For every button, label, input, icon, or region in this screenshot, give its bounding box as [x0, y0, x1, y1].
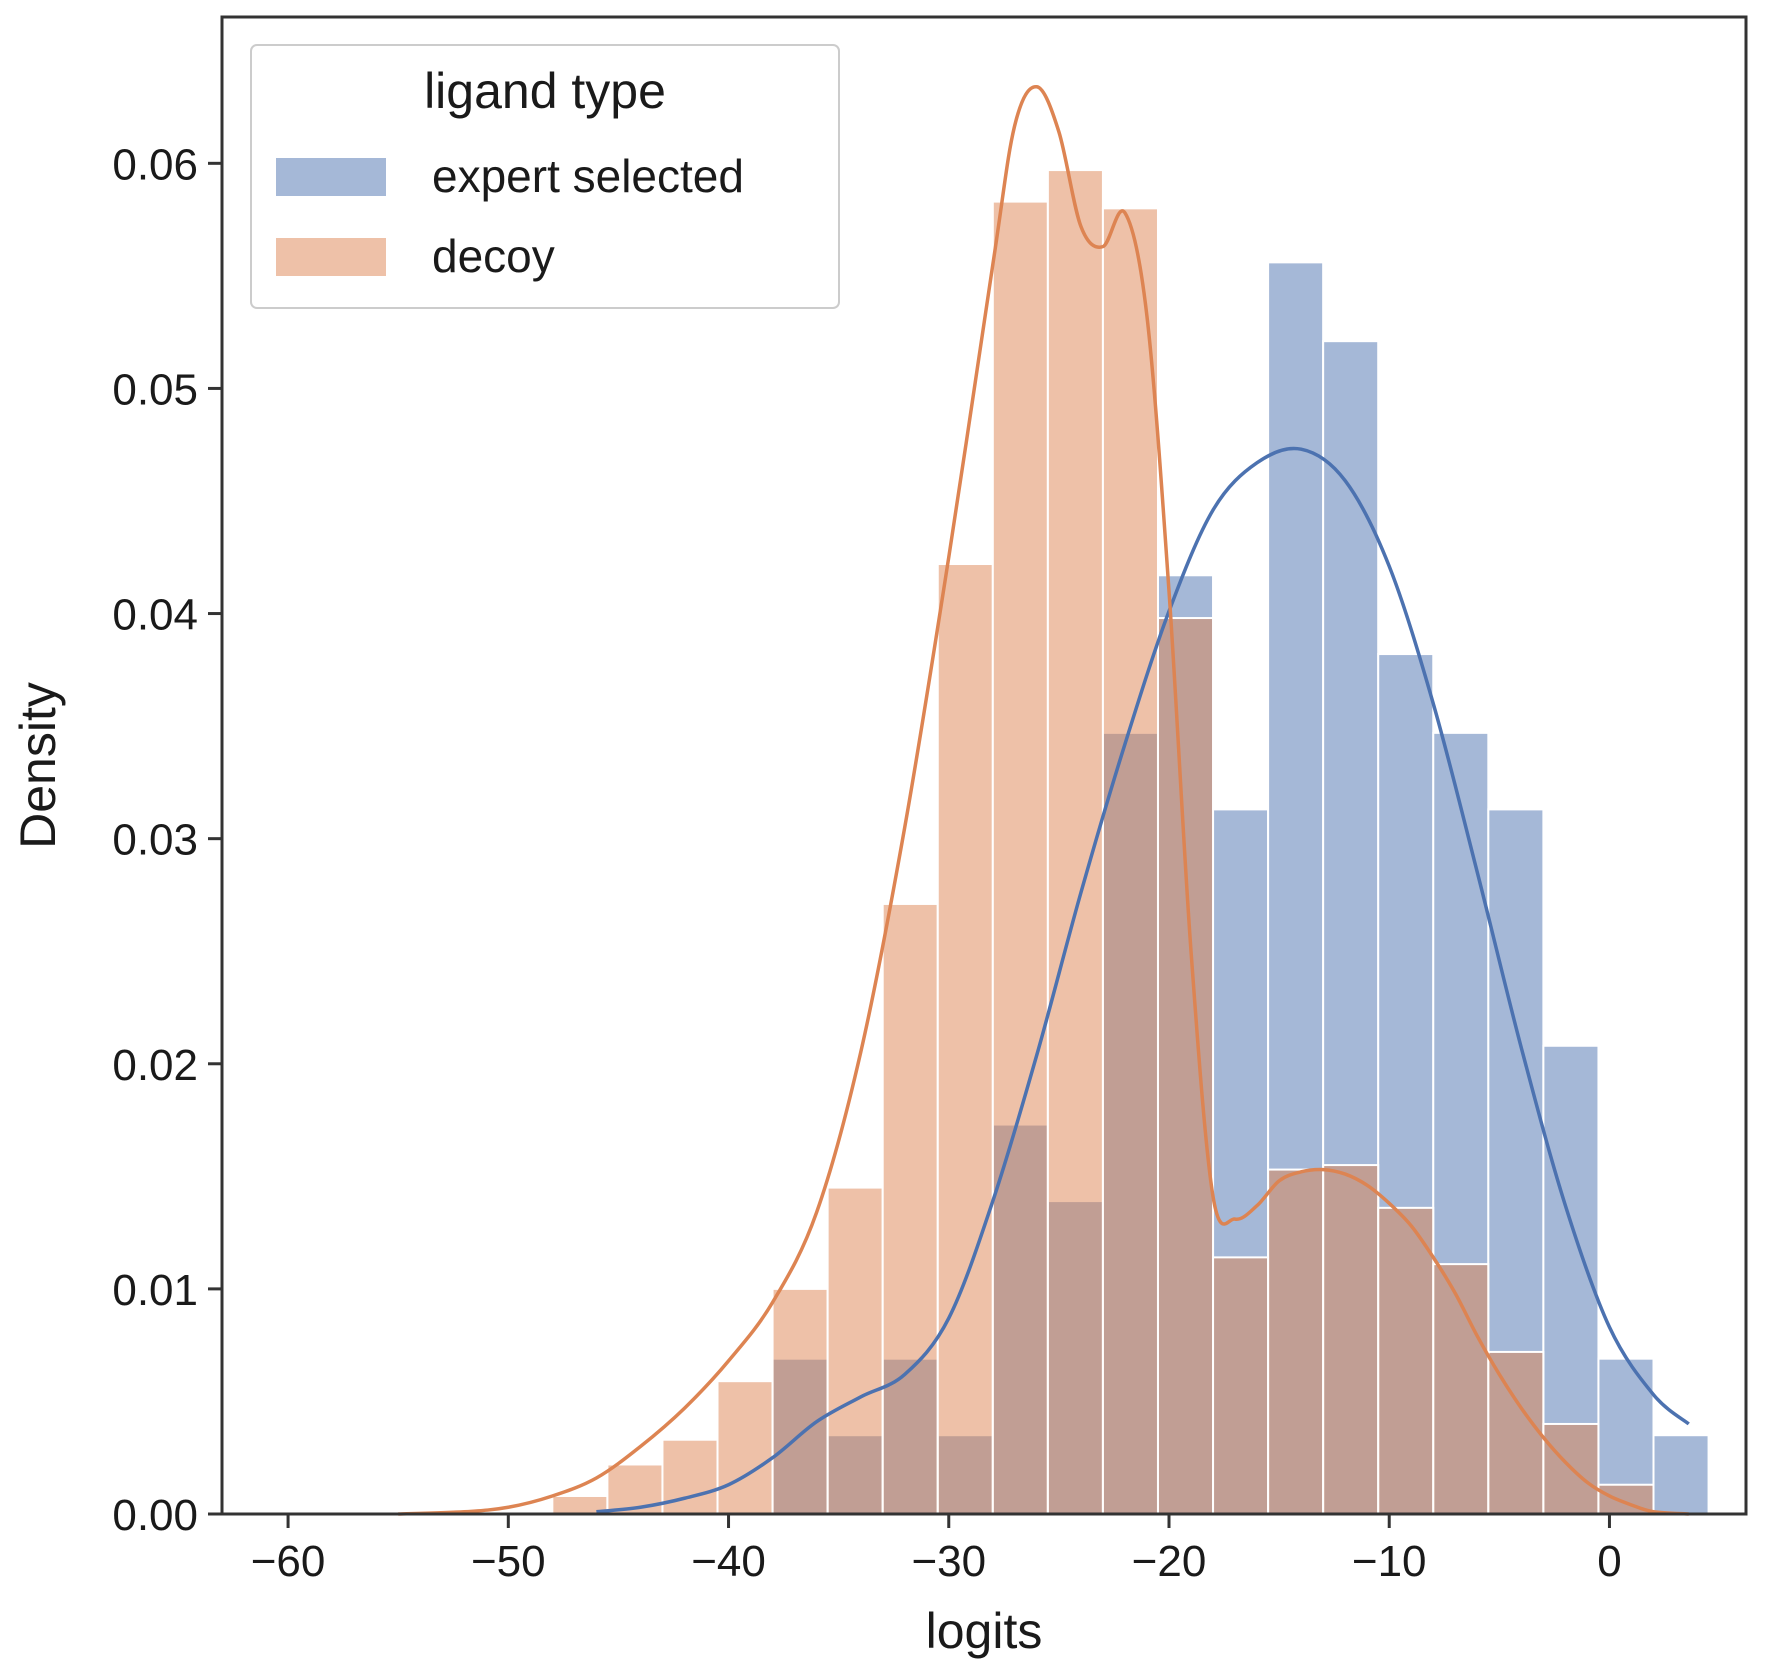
- y-tick-label: 0.02: [112, 1041, 198, 1090]
- legend: ligand type expert selected decoy: [250, 44, 840, 309]
- y-tick-label: 0.06: [112, 140, 198, 189]
- bar-decoy-5: [826, 1186, 884, 1515]
- y-tick-label: 0.00: [112, 1491, 198, 1540]
- x-tick-label: −10: [1352, 1537, 1427, 1586]
- kde-curves: [398, 85, 1690, 1516]
- x-tick-label: 0: [1597, 1537, 1621, 1586]
- bar-decoy-12: [1212, 1256, 1270, 1516]
- plot-frame: [220, 15, 1748, 1516]
- bar-decoy-4: [771, 1287, 829, 1515]
- x-tick-label: −50: [471, 1537, 546, 1586]
- bar-decoy-10: [1101, 207, 1159, 1516]
- x-tick-label: −40: [691, 1537, 766, 1586]
- x-axis: −60 −50 −40 −30 −20 −10 0: [251, 1514, 1622, 1586]
- x-tick-label: −20: [1132, 1537, 1207, 1586]
- bar-decoy-7: [936, 563, 994, 1515]
- legend-swatch-expert-selected: [276, 158, 386, 196]
- y-axis: 0.00 0.01 0.02 0.03 0.04 0.05 0.06: [112, 140, 222, 1540]
- legend-label-decoy: decoy: [432, 230, 555, 282]
- bar-decoy-13: [1267, 1168, 1325, 1515]
- legend-label-expert-selected: expert selected: [432, 150, 744, 202]
- y-tick-label: 0.04: [112, 591, 198, 640]
- legend-box: [250, 44, 840, 309]
- x-axis-title: logits: [926, 1603, 1043, 1659]
- bars-decoy: [551, 169, 1655, 1516]
- bar-decoy-17: [1487, 1350, 1545, 1516]
- bar-decoy-6: [881, 902, 939, 1515]
- bar-decoy-3: [716, 1380, 774, 1516]
- x-tick-label: −60: [251, 1537, 326, 1586]
- y-tick-label: 0.05: [112, 365, 198, 414]
- legend-swatch-decoy: [276, 238, 386, 276]
- legend-title: ligand type: [424, 63, 666, 119]
- y-tick-label: 0.03: [112, 816, 198, 865]
- y-axis-title: Density: [10, 682, 66, 849]
- y-tick-label: 0.01: [112, 1266, 198, 1315]
- bar-expert-selected-20: [1652, 1434, 1710, 1516]
- bar-decoy-14: [1322, 1164, 1380, 1515]
- bar-decoy-11: [1156, 617, 1215, 1515]
- kde-line-decoy: [398, 85, 1689, 1516]
- bar-decoy-15: [1377, 1206, 1435, 1515]
- x-tick-label: −30: [911, 1537, 986, 1586]
- bar-decoy-8: [991, 200, 1049, 1515]
